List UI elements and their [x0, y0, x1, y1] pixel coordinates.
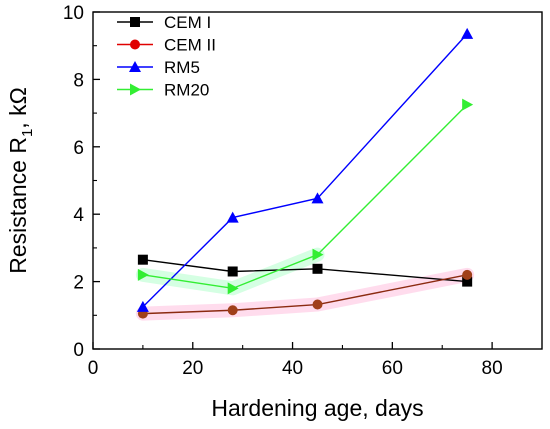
y-axis-title-main: Resistance R — [5, 137, 31, 274]
series-cem-i — [137, 254, 473, 287]
x-tick-label: 40 — [282, 358, 303, 379]
legend-marker-cem-ii — [130, 39, 140, 50]
series-cem-ii — [137, 269, 473, 319]
data-point-rm20 — [462, 98, 474, 111]
data-point-rm20 — [312, 248, 324, 261]
legend-label-rm20: RM20 — [164, 81, 209, 100]
y-tick-label: 4 — [73, 205, 84, 226]
x-axis: 0 20 40 60 80 — [88, 342, 503, 379]
series-line-cem-ii — [142, 274, 468, 315]
data-point-rm5 — [461, 27, 474, 39]
data-point-rm5 — [311, 192, 324, 204]
data-point-cem-i — [312, 263, 323, 274]
data-point-rm5 — [226, 211, 239, 223]
data-point-cem-ii — [312, 299, 323, 310]
y-tick-label: 10 — [63, 3, 84, 24]
legend-label-rm5: RM5 — [164, 58, 200, 77]
legend-marker-cem-i — [130, 17, 140, 27]
series-line-cem-i — [142, 259, 468, 283]
data-point-rm20 — [137, 268, 149, 281]
legend: CEM I CEM II RM5 RM20 — [117, 13, 216, 100]
data-point-cem-ii — [462, 269, 473, 280]
series-rm5 — [136, 27, 474, 312]
data-point-cem-i — [137, 254, 148, 265]
legend-marker-rm20 — [130, 83, 141, 96]
y-tick-label: 2 — [73, 273, 84, 294]
series-line-rm5 — [142, 33, 468, 308]
legend-marker-rm5 — [129, 61, 141, 72]
y-axis-title-subscript: 1 — [19, 129, 36, 137]
y-tick-label: 0 — [73, 340, 84, 361]
y-tick-label: 8 — [73, 70, 84, 91]
x-tick-label: 0 — [88, 358, 99, 379]
x-tick-label: 20 — [182, 358, 203, 379]
series-rm20 — [137, 98, 474, 295]
x-tick-label: 80 — [482, 358, 503, 379]
y-tick-label: 6 — [73, 138, 84, 159]
x-axis-title: Hardening age, days — [211, 395, 423, 421]
series-line-rm20 — [142, 104, 468, 290]
data-point-cem-ii — [227, 305, 238, 316]
data-point-rm5 — [136, 300, 149, 312]
legend-label-cem-i: CEM I — [164, 13, 211, 32]
data-point-rm20 — [227, 282, 239, 295]
y-axis: 0 2 4 6 8 10 — [63, 3, 100, 361]
legend-label-cem-ii: CEM II — [164, 36, 216, 55]
data-point-cem-i — [227, 266, 238, 277]
y-axis-title-unit: , kΩ — [5, 87, 31, 128]
y-axis-title: Resistance R1, kΩ — [5, 87, 36, 274]
data-point-cem-i — [462, 276, 473, 287]
x-tick-label: 60 — [382, 358, 403, 379]
series-layer — [136, 27, 474, 319]
